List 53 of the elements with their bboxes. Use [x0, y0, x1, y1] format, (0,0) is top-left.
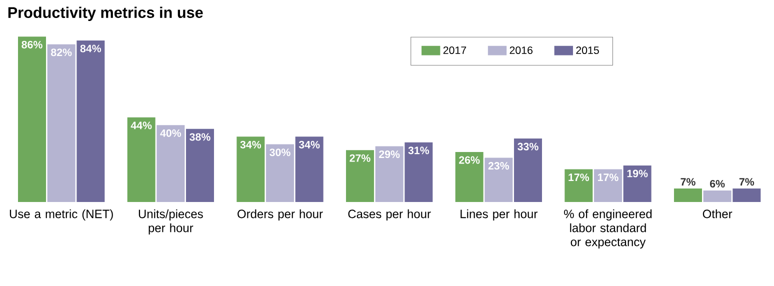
- bar: [186, 128, 214, 202]
- data-label: 17%: [568, 174, 590, 182]
- data-label: 82%: [50, 48, 72, 56]
- bar: [76, 40, 105, 202]
- data-label: 7%: [739, 178, 754, 186]
- legend-label: 2015: [576, 46, 599, 54]
- legend-label: 2016: [510, 46, 533, 54]
- chart-title: Productivity metrics in use: [8, 6, 203, 21]
- x-tick-label: Cases per hour: [348, 209, 431, 221]
- bar: [266, 144, 294, 202]
- bar: [47, 44, 76, 202]
- data-label: 40%: [160, 129, 182, 137]
- bar: [594, 169, 622, 202]
- data-label: 33%: [518, 142, 538, 150]
- data-label: 6%: [710, 180, 725, 188]
- data-label: 7%: [680, 178, 696, 186]
- data-label: 34%: [240, 140, 262, 148]
- data-label: 34%: [298, 140, 320, 148]
- legend-label: 2017: [443, 46, 466, 54]
- data-label: 17%: [598, 174, 618, 182]
- data-label: 86%: [22, 40, 42, 48]
- bar: [127, 117, 156, 202]
- bar: [295, 136, 324, 202]
- x-tick-label: % of engineered labor standard or expectancy: [564, 209, 652, 249]
- bar: [236, 136, 265, 202]
- data-label: 29%: [379, 150, 400, 158]
- data-label: 38%: [190, 133, 210, 141]
- bar: [674, 188, 702, 202]
- x-tick-label: Orders per hour: [238, 209, 323, 221]
- bar: [18, 36, 46, 202]
- bar: [156, 125, 185, 202]
- bar: [484, 158, 513, 202]
- bar: [732, 188, 761, 202]
- data-label: 84%: [80, 44, 102, 52]
- data-label: 19%: [627, 170, 648, 178]
- bar: [564, 169, 593, 202]
- bar: [346, 150, 374, 202]
- data-label: 27%: [350, 154, 370, 162]
- bar: [375, 146, 404, 202]
- bar: [404, 142, 433, 202]
- data-label: 31%: [408, 146, 430, 154]
- bar: [703, 190, 732, 202]
- x-tick-label: Other: [702, 209, 732, 218]
- x-tick-label: Use a metric (NET): [10, 209, 113, 221]
- bar: [623, 165, 652, 202]
- data-label: 26%: [459, 156, 480, 164]
- data-label: 23%: [488, 162, 510, 170]
- x-tick-label: Units/pieces per hour: [138, 209, 203, 235]
- x-tick-label: Lines per hour: [460, 209, 538, 221]
- bar: [514, 138, 542, 202]
- data-label: 44%: [130, 122, 152, 130]
- bar: [455, 152, 484, 202]
- data-label: 30%: [270, 148, 290, 156]
